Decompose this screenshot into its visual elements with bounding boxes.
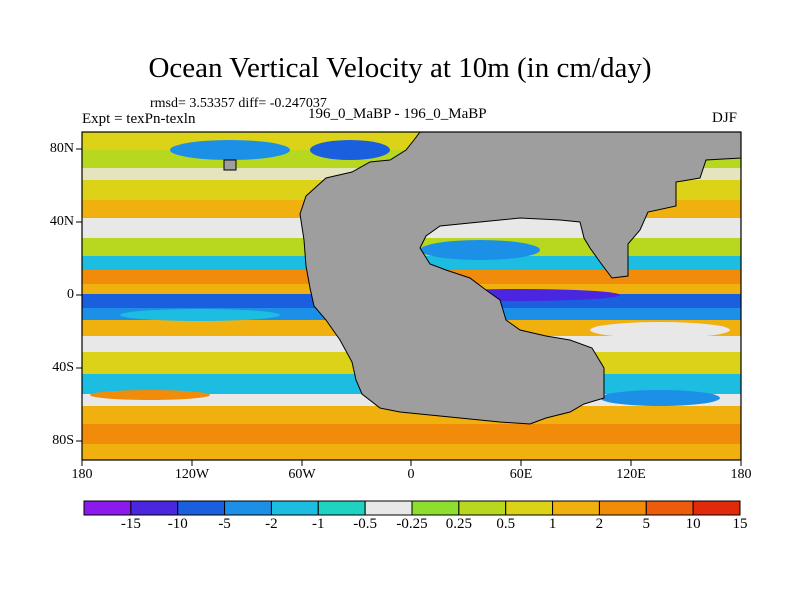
colorbar-swatch (411, 500, 460, 516)
colorbar-swatch (505, 500, 554, 516)
colorbar-swatch (458, 500, 507, 516)
lon-label-180e: 180 (730, 467, 752, 482)
lat-label-0: 0 (67, 287, 74, 302)
colorbar-label: -1 (312, 516, 325, 532)
experiment-label: Expt = texPn-texln (82, 111, 196, 127)
colorbar-label: 0.25 (445, 516, 472, 532)
colorbar-swatch (552, 500, 600, 516)
lon-label-60e: 60E (509, 467, 533, 482)
lat-label-80n: 80N (49, 141, 74, 156)
map-title: Ocean Vertical Velocity at 10m (in cm/da… (148, 52, 652, 84)
small-land-patch (223, 159, 237, 171)
colorbar-swatch (83, 500, 132, 516)
colorbar-swatch (224, 500, 272, 516)
colorbar-label: 0.5 (496, 516, 516, 532)
colorbar-swatch (270, 500, 319, 516)
colorbar-swatch (645, 500, 694, 516)
land-mass (299, 131, 742, 425)
case-id-label: 196_0_MaBP - 196_0_MaBP (308, 106, 487, 122)
colorbar-label: 1 (548, 516, 557, 532)
lon-label-120e: 120E (616, 467, 646, 482)
colorbar-swatch (692, 500, 741, 516)
stats-line: rmsd= 3.53357 diff= -0.247037 (150, 96, 327, 111)
colorbar-label: -10 (167, 516, 188, 532)
colorbar (83, 500, 741, 516)
axis-ticks (76, 148, 742, 466)
colorbar-swatch (598, 500, 647, 516)
lon-label-180w: 180 (71, 467, 93, 482)
colorbar-label: 10 (685, 516, 701, 532)
lat-label-40s: 40S (52, 360, 74, 375)
colorbar-swatch (130, 500, 179, 516)
colorbar-label: -2 (265, 516, 278, 532)
colorbar-label: -0.25 (396, 516, 428, 532)
season-label: DJF (712, 110, 738, 126)
colorbar-label: 15 (732, 516, 748, 532)
colorbar-label: -15 (120, 516, 141, 532)
lon-label-120w: 120W (174, 467, 210, 482)
colorbar-swatch (364, 500, 413, 516)
lat-label-40n: 40N (49, 214, 74, 229)
lon-label-0: 0 (407, 467, 415, 482)
colorbar-swatch (177, 500, 226, 516)
colorbar-label: -5 (218, 516, 231, 532)
lat-label-80s: 80S (52, 433, 74, 448)
colorbar-swatch (317, 500, 366, 516)
colorbar-label: 5 (642, 516, 651, 532)
colorbar-label: -0.5 (353, 516, 378, 532)
colorbar-label: 2 (595, 516, 604, 532)
lon-label-60w: 60W (288, 467, 316, 482)
